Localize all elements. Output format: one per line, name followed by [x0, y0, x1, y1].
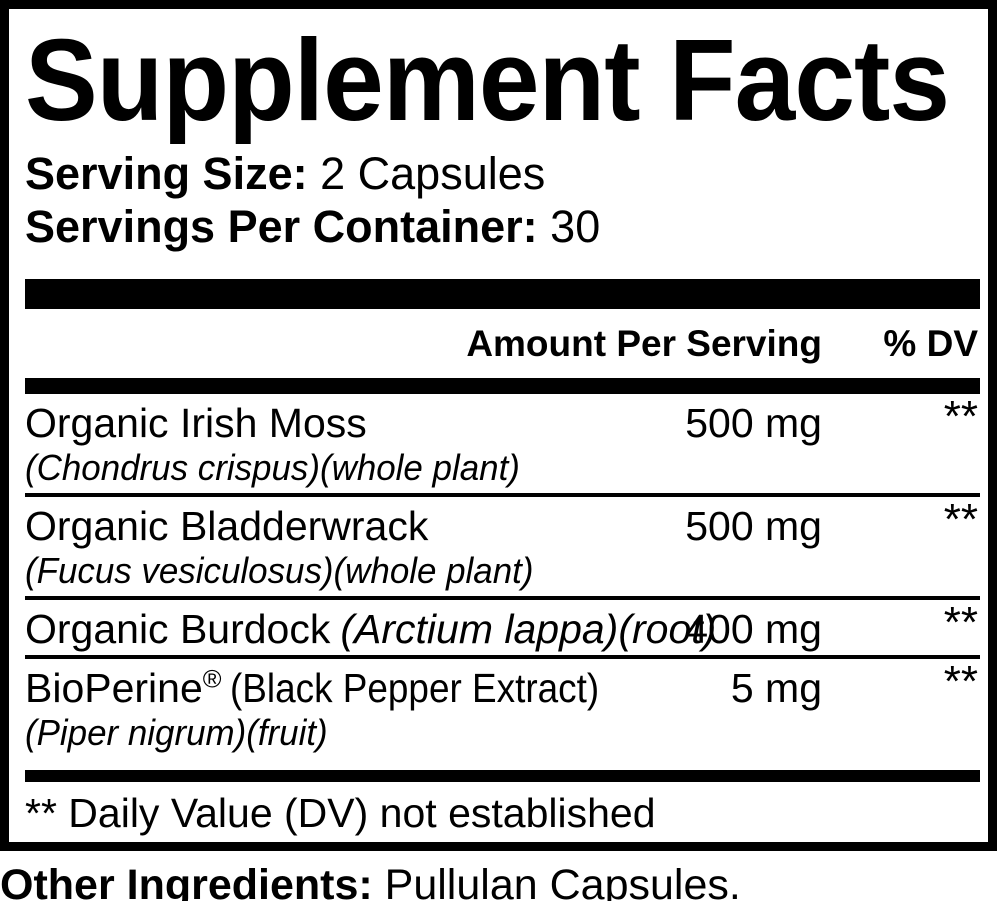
ingredient-name: BioPerine — [25, 665, 203, 712]
other-ingredients-line: Other Ingredients: Pullulan Capsules. — [0, 861, 1000, 901]
ingredient-amount: 400 mg — [685, 606, 822, 653]
ingredient-descriptor: (Black Pepper Extract) — [229, 665, 599, 712]
ingredient-row-burdock: Organic Burdock (Arctium lappa)(root) 400… — [25, 600, 980, 660]
ingredient-name: Organic Bladderwrack — [25, 503, 429, 550]
ingredient-row-irish-moss: Organic Irish Moss 500 mg ** (Chondrus c… — [25, 394, 980, 498]
ingredient-botanical: (Chondrus crispus)(whole plant) — [25, 447, 520, 489]
ingredient-name: Organic Burdock — [25, 606, 331, 653]
ingredient-dv: ** — [943, 392, 978, 442]
divider-bar-medium — [25, 378, 980, 395]
ingredient-row-bladderwrack: Organic Bladderwrack 500 mg ** (Fucus ve… — [25, 497, 980, 601]
ingredient-main-line: BioPerine® (Black Pepper Extract) 5 mg ** — [25, 659, 980, 712]
ingredient-botanical-inline: (Arctium lappa)(root) — [340, 606, 717, 653]
servings-per-container-label: Servings Per Container: — [25, 201, 538, 253]
serving-size-value: 2 Capsules — [320, 148, 546, 200]
divider-bar-thick — [25, 279, 980, 310]
ingredient-main-line: Organic Irish Moss 500 mg ** — [25, 394, 980, 447]
divider-bar-footnote — [25, 770, 980, 783]
serving-size-line: Serving Size: 2 Capsules — [25, 147, 980, 200]
ingredient-amount: 5 mg — [730, 665, 822, 712]
servings-per-container-value: 30 — [550, 201, 601, 253]
column-header-row: Amount Per Serving % DV — [25, 309, 980, 378]
ingredient-main-line: Organic Burdock (Arctium lappa)(root) 400… — [25, 600, 980, 653]
ingredient-dv: ** — [943, 598, 978, 648]
ingredient-main-line: Organic Bladderwrack 500 mg ** — [25, 497, 980, 550]
ingredient-dv: ** — [943, 495, 978, 545]
panel-title: Supplement Facts — [25, 15, 950, 145]
other-ingredients-value: Pullulan Capsules. — [384, 861, 741, 901]
other-ingredients-label: Other Ingredients: — [0, 861, 373, 901]
amount-per-serving-header: Amount Per Serving — [466, 323, 822, 365]
registered-trademark-symbol: ® — [202, 665, 222, 694]
servings-per-container-line: Servings Per Container: 30 — [25, 200, 980, 253]
ingredient-amount: 500 mg — [685, 503, 822, 550]
ingredient-botanical: (Piper nigrum)(fruit) — [25, 712, 328, 754]
supplement-facts-panel: Supplement Facts Serving Size: 2 Capsule… — [0, 0, 997, 851]
ingredient-dv: ** — [943, 657, 978, 707]
daily-value-footnote: ** Daily Value (DV) not established — [25, 790, 656, 837]
ingredient-row-bioperine: BioPerine® (Black Pepper Extract) 5 mg **… — [25, 659, 980, 758]
percent-dv-header: % DV — [883, 323, 978, 365]
ingredient-botanical: (Fucus vesiculosus)(whole plant) — [25, 550, 534, 592]
ingredient-name: Organic Irish Moss — [25, 400, 367, 447]
ingredient-amount: 500 mg — [685, 400, 822, 447]
serving-size-label: Serving Size: — [25, 148, 308, 200]
